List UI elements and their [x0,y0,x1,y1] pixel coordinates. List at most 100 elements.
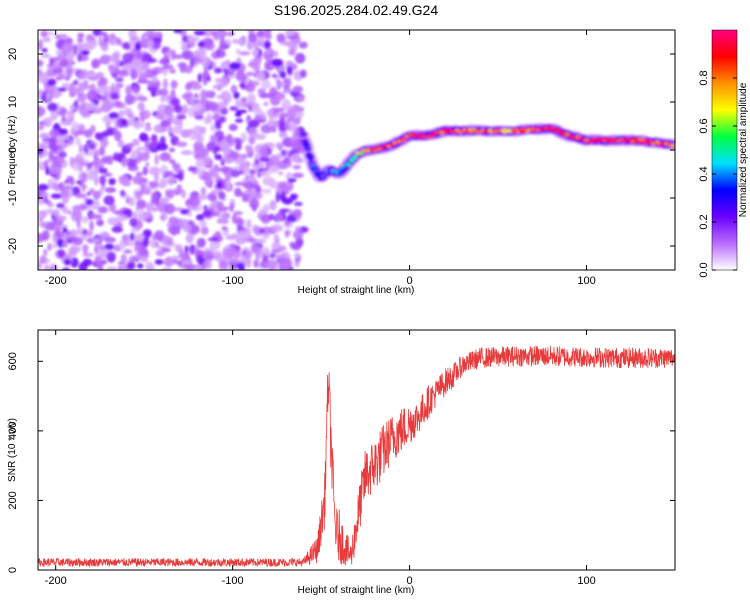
spectrogram-noise-cell [243,181,256,190]
spectrogram-noise-cell [69,156,74,168]
spectrogram-noise-cell [247,32,258,43]
spectrogram-noise-cell [253,259,259,268]
spectrogram-noise-cell [208,101,219,111]
spectrogram-noise-cell [56,91,63,97]
spectrogram-noise-cell [132,175,144,185]
spectrogram-noise-cell [275,192,280,203]
spectrogram-noise-cell [292,230,304,240]
spectrogram-noise-cell [237,262,246,270]
spectrogram-noise-cell [97,86,108,93]
spectrogram-noise-cell [234,137,240,144]
spectrogram-noise-cell [51,181,58,190]
spectrogram-noise-cell [196,134,204,144]
spectrogram-noise-cell [86,171,97,181]
spectrogram-noise-cell [269,142,275,151]
snr-y-tick-label: 400 [7,422,19,440]
snr-y-label: SNR (10 * v/v) [7,418,18,482]
spectrogram-noise-cell [76,217,81,229]
spectrogram-noise-cell [279,71,287,79]
spectrogram-ridge-cell [440,131,445,135]
spectrogram-noise-cell [78,144,84,154]
spectrogram-noise-cell [204,171,214,178]
spectrogram-noise-cell [171,126,184,135]
spectrogram-noise-cell [287,106,296,116]
spectrogram-ridge-cell [628,137,633,141]
spectrogram-noise-cell [145,122,151,127]
spectrogram-noise-cell [294,226,302,231]
spectrogram-noise-cell [230,84,238,94]
spectrogram-noise-cell [109,92,118,100]
spectrogram-noise-cell [81,216,89,224]
spectrogram-noise-cell [245,144,254,153]
spectrogram-noise-cell [150,191,159,201]
spectrogram-noise-cell [77,52,83,62]
spectrogram-noise-cell [164,170,174,177]
spectrogram-noise-cell [94,132,102,140]
spectrogram-noise-cell [171,225,176,237]
snr-y-tick-label: 600 [7,352,19,370]
spectrogram-noise-cell [61,42,73,54]
spectrogram-noise-cell [200,186,207,196]
spectrogram-noise-cell [135,251,141,261]
spectrogram-noise-cell [238,51,251,56]
spectrogram-noise-cell [264,47,273,55]
spectrogram-noise-cell [166,222,171,228]
spectrogram-noise-cell [97,206,108,214]
spectrogram-noise-cell [74,193,87,199]
spectrogram-noise-cell [263,101,269,107]
spectrogram-noise-cell [68,246,78,257]
spectrogram-noise-cell [136,199,147,210]
spectrogram-x-label: Height of straight line (km) [298,285,415,296]
spectrogram-noise-cell [89,124,96,134]
spectrogram-noise-cell [69,229,78,238]
spectrogram-noise-cell [258,247,264,256]
spectrogram-noise-cell [48,202,55,208]
spectrogram-noise-cell [145,262,150,269]
spectrogram-noise-cell [298,41,308,49]
spectrogram-noise-cell [58,128,69,136]
spectrogram-ridge-cell [316,173,322,177]
spectrogram-noise-cell [160,177,168,187]
spectrogram-noise-cell [154,154,159,165]
spectrogram-noise-cell [77,92,87,103]
spectrogram-noise-cell [197,171,204,177]
spectrogram-noise-cell [248,168,257,176]
spectrogram-noise-cell [274,212,284,222]
spectrogram-noise-cell [262,232,271,240]
spectrogram-noise-cell [91,60,99,69]
spectrogram-noise-cell [52,62,61,69]
spectrogram-noise-cell [241,249,247,256]
spectrogram-noise-cell [38,147,44,155]
snr-x-axis: -200 -100 0 100 [45,330,596,587]
spectrogram-noise-cell [44,36,51,43]
spectrogram-noise-cell [38,261,43,270]
spectrogram-noise-cell [38,89,42,99]
spectrogram-noise-cell [275,153,285,159]
spectrogram-noise-cell [125,94,137,105]
spectrogram-noise-cell [251,102,261,114]
spectrogram-noise-cell [256,36,265,43]
spectrogram-noise-cell [172,187,185,194]
spectrogram-noise-cell [243,189,256,195]
snr-y-tick-label: 0 [7,567,19,573]
spectrogram-noise-cell [189,58,195,69]
spectrogram-noise-cell [135,171,144,176]
spectrogram-noise-cell [226,179,231,190]
spectrogram-noise-cell [165,189,170,198]
spectrogram-noise-cell [299,69,307,78]
spectrogram-noise-cell [278,116,286,126]
spectrogram-noise-cell [104,172,113,177]
spectrogram-noise-cell [227,250,234,260]
spectrogram-noise-cell [222,146,233,153]
spectrogram-noise-cell [273,233,280,244]
spectrogram-noise-cell [49,166,62,175]
spectrogram-noise-cell [94,149,100,158]
spectrogram-noise-cell [149,181,160,189]
spectrogram-ridge-cell [359,151,364,155]
spectrogram-noise-cell [126,162,138,168]
spectrogram-noise-cell [85,39,96,51]
spectrogram-noise-cell [120,189,126,197]
spectrogram-noise-cell [38,59,44,68]
spectrogram-noise-cell [153,68,159,76]
